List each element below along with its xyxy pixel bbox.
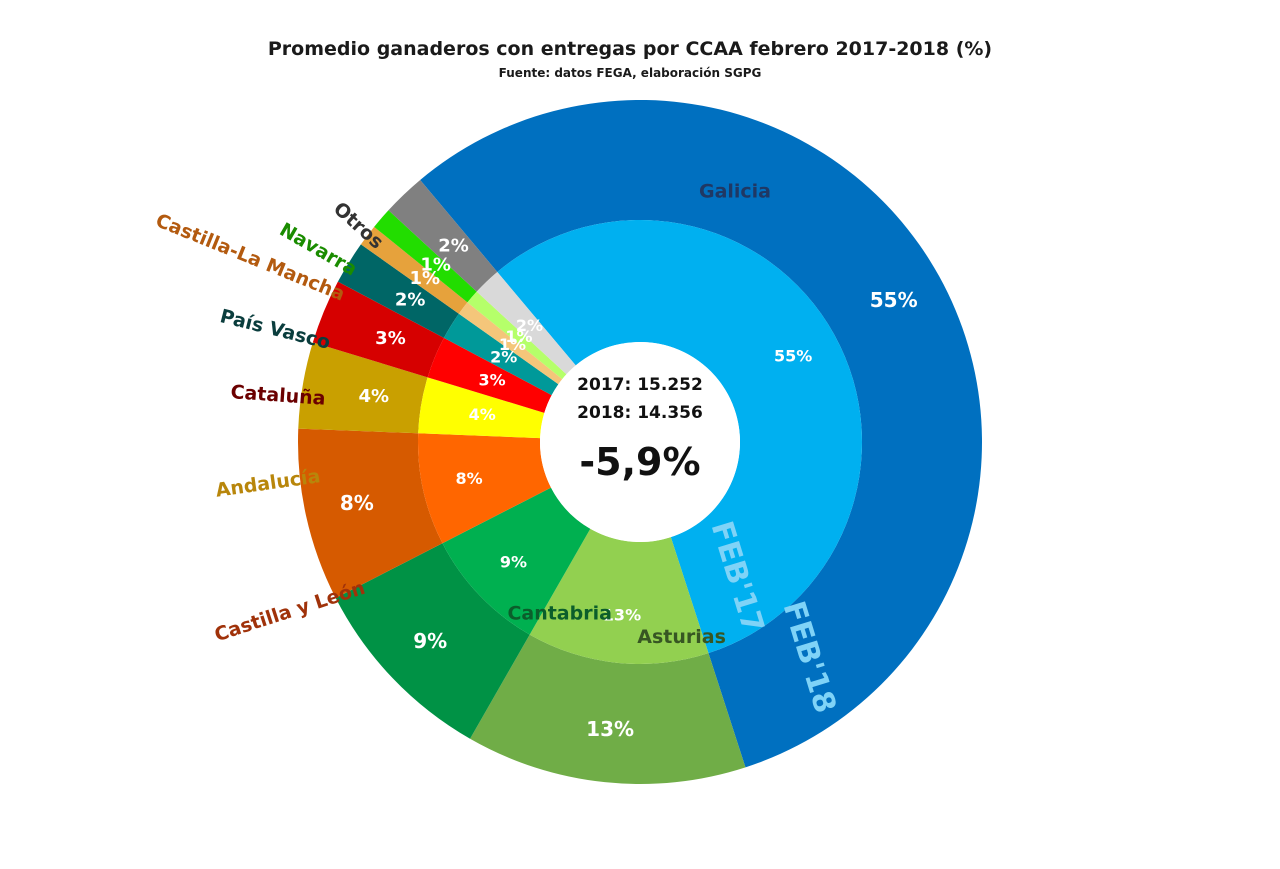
inner-slice-castilla-y-leon — [418, 433, 552, 544]
outer-label-castilla-la-mancha: 1% — [409, 268, 440, 289]
outer-slice-pais-vasco — [337, 244, 459, 338]
outer-slice-castilla-y-leon — [298, 428, 443, 599]
outer-label-asturias: 13% — [586, 717, 634, 741]
inner-label-pais-vasco: 2% — [490, 348, 517, 367]
outer-label-cataluna: 3% — [375, 328, 406, 349]
chart-title: Promedio ganaderos con entregas por CCAA… — [268, 38, 992, 60]
inner-slice-navarra — [467, 291, 567, 380]
name-label-cantabria: Cantabria — [507, 603, 612, 625]
chart-subtitle: Fuente: datos FEGA, elaboración SGPG — [499, 66, 762, 80]
outer-slice-cantabria — [335, 543, 530, 739]
outer-label-cantabria: 9% — [413, 629, 447, 653]
name-label-galicia: Galicia — [699, 181, 771, 203]
outer-label-galicia: 55% — [870, 288, 918, 312]
outer-slice-otros — [388, 180, 498, 292]
outer-label-pais-vasco: 2% — [395, 289, 426, 310]
inner-slice-cataluna — [427, 337, 552, 413]
inner-label-cataluna: 3% — [479, 370, 506, 389]
inner-slice-asturias — [529, 528, 709, 664]
inner-slice-cantabria — [442, 487, 591, 635]
inner-label-cantabria: 9% — [500, 552, 527, 571]
inner-label-castilla-la-mancha: 1% — [499, 335, 526, 354]
inner-slice-galicia — [497, 219, 863, 654]
inner-label-otros: 2% — [516, 316, 543, 335]
outer-slice-andalucia — [298, 342, 428, 434]
inner-label-andalucia: 4% — [469, 405, 496, 424]
inner-slice-pais-vasco — [443, 313, 559, 396]
inner-slice-andalucia — [418, 377, 545, 439]
outer-ring — [298, 99, 983, 784]
outer-slice-castilla-la-mancha — [360, 226, 468, 314]
outer-slice-asturias — [470, 634, 746, 784]
center-change: -5,9% — [579, 440, 700, 484]
inner-slice-castilla-la-mancha — [458, 302, 563, 385]
center-hole — [540, 342, 740, 542]
inner-label-navarra: 1% — [505, 327, 532, 346]
outer-slice-cataluna — [312, 281, 444, 378]
outer-label-navarra: 1% — [420, 255, 451, 276]
inner-label-castilla-y-leon: 8% — [456, 469, 483, 488]
outer-label-otros: 2% — [438, 236, 469, 257]
center-total-2017: 2017: 15.252 — [577, 375, 703, 395]
outer-label-castilla-y-leon: 8% — [340, 491, 374, 515]
name-label-asturias: Asturias — [637, 626, 726, 648]
center-total-2018: 2018: 14.356 — [577, 403, 703, 423]
inner-label-galicia: 55% — [774, 347, 812, 366]
outer-slice-galicia — [420, 99, 983, 768]
inner-label-asturias: 13% — [603, 606, 641, 625]
inner-slice-otros — [476, 271, 576, 375]
inner-ring — [418, 219, 863, 664]
name-label-pais-vasco: País Vasco — [218, 305, 333, 354]
outer-slice-navarra — [374, 210, 477, 303]
outer-label-andalucia: 4% — [358, 386, 389, 407]
